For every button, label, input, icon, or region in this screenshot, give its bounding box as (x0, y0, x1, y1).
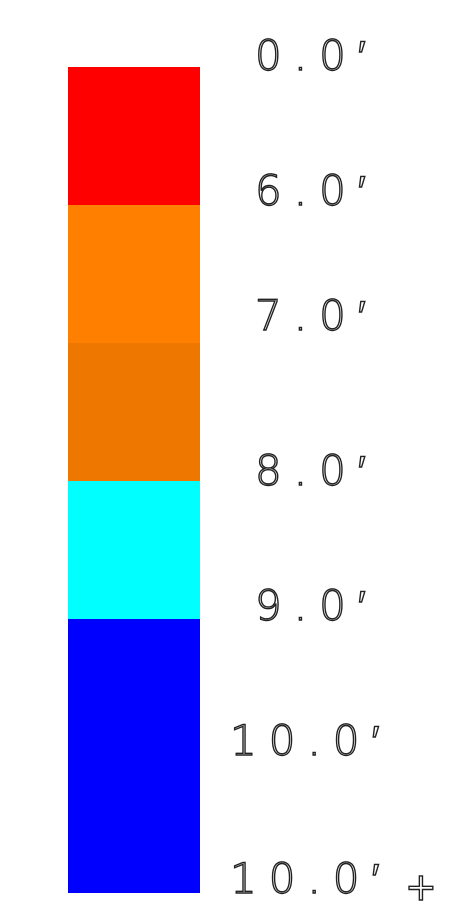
legend-label: 9.0′ (255, 581, 378, 630)
overflow-plus-symbol: + (405, 865, 437, 909)
legend-swatch (68, 205, 200, 343)
legend-swatch (68, 67, 200, 205)
legend-swatches (68, 67, 200, 893)
legend-swatch (68, 481, 200, 619)
legend-label: 6.0′ (255, 166, 378, 215)
legend-label: 0.0′ (255, 31, 378, 80)
legend-swatch (68, 619, 200, 893)
legend-labels: 0.0′ 6.0′ 7.0′ 8.0′ 9.0′ 10.0′ 10.0′ (229, 30, 391, 903)
legend-label: 7.0′ (255, 291, 378, 340)
legend-label: 10.0′ (230, 854, 391, 903)
legend-label: 10.0′ (230, 716, 391, 765)
legend-label: 8.0′ (255, 446, 378, 495)
legend-swatch (68, 343, 200, 481)
